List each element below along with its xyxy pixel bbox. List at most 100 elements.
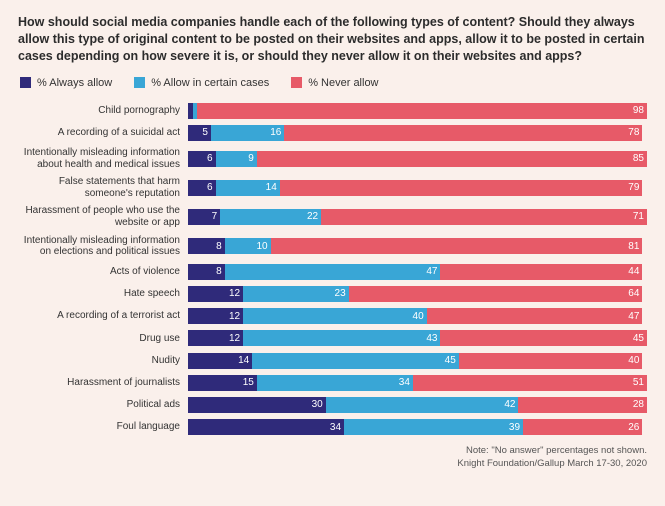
bar-segment: 14 — [188, 353, 252, 369]
bar-segment: 47 — [427, 308, 643, 324]
segment-value: 23 — [335, 288, 346, 299]
segment-value: 22 — [307, 211, 318, 222]
chart-row: Intentionally misleading information on … — [18, 235, 647, 258]
bar-track: 1243 45 — [188, 330, 647, 346]
segment-value: 71 — [633, 211, 644, 222]
bar-track: 69 85 — [188, 151, 647, 167]
segment-value: 45 — [445, 355, 456, 366]
row-label: Acts of violence — [18, 266, 188, 278]
bar-segment: 98 — [197, 103, 647, 119]
bar-segment: 45 — [252, 353, 459, 369]
bar-segment: 34 — [257, 375, 413, 391]
segment-value: 6 — [207, 153, 213, 164]
bar-segment: 15 — [188, 375, 257, 391]
segment-value: 28 — [633, 399, 644, 410]
bar-segment: 9 — [216, 151, 257, 167]
segment-value: 6 — [207, 182, 213, 193]
segment-value: 40 — [628, 355, 639, 366]
bar-segment: 7 — [188, 209, 220, 225]
bar-segment: 47 — [225, 264, 441, 280]
legend-item: % Allow in certain cases — [134, 77, 269, 89]
bar-segment: 30 — [188, 397, 326, 413]
bar-segment: 81 — [271, 238, 643, 254]
chart-row: Intentionally misleading information abo… — [18, 147, 647, 170]
bar-segment: 6 — [188, 180, 216, 196]
row-label: False statements that harm someone's rep… — [18, 176, 188, 199]
row-label: A recording of a suicidal act — [18, 127, 188, 139]
chart-row: Harassment of journalists 15 3451 — [18, 375, 647, 391]
row-label: Child pornography — [18, 105, 188, 117]
row-label: A recording of a terrorist act — [18, 310, 188, 322]
bar-segment: 79 — [280, 180, 643, 196]
segment-value: 42 — [504, 399, 515, 410]
bar-track: 8 47 44 — [188, 264, 647, 280]
segment-value: 45 — [633, 333, 644, 344]
legend-item: % Never allow — [291, 77, 378, 89]
segment-value: 81 — [628, 241, 639, 252]
bar-segment: 22 — [220, 209, 321, 225]
row-label: Drug use — [18, 333, 188, 345]
chart-row: False statements that harm someone's rep… — [18, 176, 647, 199]
segment-value: 98 — [633, 105, 644, 116]
bar-segment: 8 — [188, 238, 225, 254]
bar-track: 124047 — [188, 308, 647, 324]
segment-value: 64 — [628, 288, 639, 299]
footer-note: Note: "No answer" percentages not shown. — [18, 445, 647, 458]
row-label: Political ads — [18, 399, 188, 411]
bar-segment: 34 — [188, 419, 344, 435]
chart-row: Harassment of people who use the website… — [18, 205, 647, 228]
bar-segment: 39 — [344, 419, 523, 435]
legend: % Always allow % Allow in certain cases % … — [20, 77, 647, 89]
chart-row: Drug use1243 45 — [18, 330, 647, 346]
segment-value: 34 — [399, 377, 410, 388]
bar-track: 7 22 71 — [188, 209, 647, 225]
segment-value: 47 — [628, 311, 639, 322]
bar-segment: 12 — [188, 330, 243, 346]
segment-value: 8 — [216, 241, 222, 252]
segment-value: 10 — [256, 241, 267, 252]
bar-track: 15 3451 — [188, 375, 647, 391]
bar-track: 98 — [188, 103, 647, 119]
bar-segment: 23 — [243, 286, 349, 302]
bar-segment: 64 — [349, 286, 643, 302]
bar-segment: 40 — [459, 353, 643, 369]
segment-value: 12 — [229, 311, 240, 322]
bar-segment: 43 — [243, 330, 440, 346]
row-label: Foul language — [18, 421, 188, 433]
row-label: Harassment of journalists — [18, 377, 188, 389]
segment-value: 47 — [426, 266, 437, 277]
segment-value: 14 — [266, 182, 277, 193]
chart-title: How should social media companies handle… — [18, 14, 647, 65]
bar-segment: 12 — [188, 308, 243, 324]
legend-swatch — [134, 77, 145, 88]
segment-value: 85 — [633, 153, 644, 164]
bar-track: 3439 26 — [188, 419, 647, 435]
legend-label: % Allow in certain cases — [151, 77, 269, 89]
segment-value: 15 — [243, 377, 254, 388]
bar-segment: 6 — [188, 151, 216, 167]
chart-row: Child pornography 98 — [18, 103, 647, 119]
bar-segment: 10 — [225, 238, 271, 254]
bar-segment: 8 — [188, 264, 225, 280]
legend-label: % Always allow — [37, 77, 112, 89]
bar-segment: 85 — [257, 151, 647, 167]
bar-track: 30 42 28 — [188, 397, 647, 413]
segment-value: 7 — [212, 211, 218, 222]
bar-segment: 44 — [440, 264, 642, 280]
bar-segment: 5 — [188, 125, 211, 141]
segment-value: 34 — [330, 422, 341, 433]
bar-segment: 51 — [413, 375, 647, 391]
segment-value: 12 — [229, 288, 240, 299]
segment-value: 8 — [216, 266, 222, 277]
bar-segment: 42 — [326, 397, 519, 413]
bar-segment: 14 — [216, 180, 280, 196]
segment-value: 44 — [628, 266, 639, 277]
chart-row: Nudity144540 — [18, 353, 647, 369]
bar-segment: 71 — [321, 209, 647, 225]
segment-value: 79 — [628, 182, 639, 193]
segment-value: 26 — [628, 422, 639, 433]
segment-value: 5 — [202, 127, 208, 138]
bar-track: 14 45 40 — [188, 353, 647, 369]
segment-value: 30 — [312, 399, 323, 410]
legend-swatch — [291, 77, 302, 88]
